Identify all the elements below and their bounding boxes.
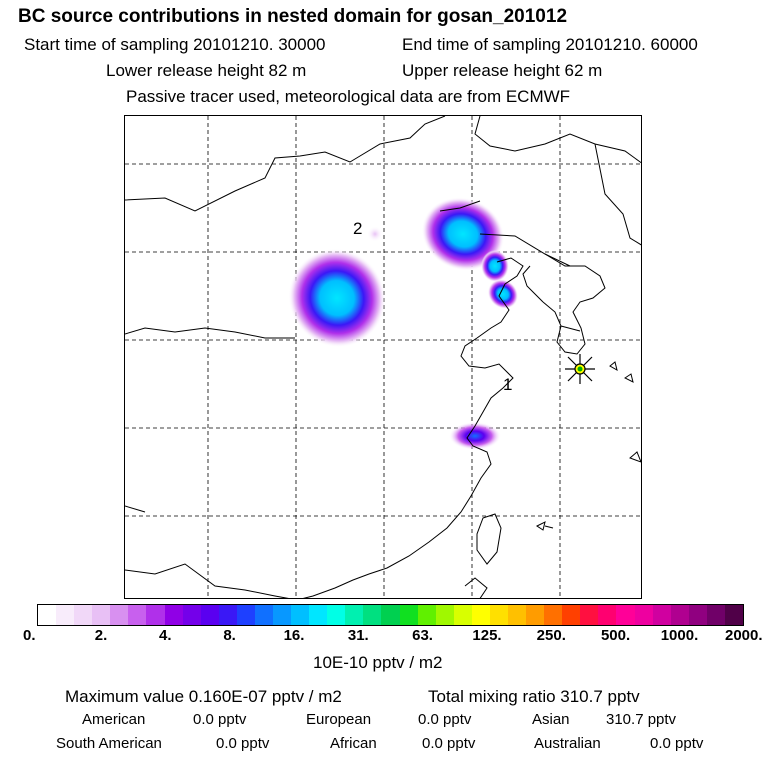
- colorbar-segment: [110, 605, 129, 625]
- colorbar-segment: [598, 605, 618, 625]
- african-label: African: [330, 735, 377, 752]
- colorbar-tick-label: 31.: [347, 627, 369, 644]
- map-label-source-2: 2: [353, 219, 362, 238]
- colorbar-segment: [128, 605, 147, 625]
- colorbar-segment: [345, 605, 364, 625]
- colorbar-segment: [327, 605, 346, 625]
- end-time-label: End time of sampling 20101210. 60000: [402, 35, 698, 54]
- colorbar-segment: [218, 605, 238, 625]
- american-value: 0.0 pptv: [193, 711, 247, 728]
- plume-faint-north: [367, 226, 383, 242]
- colorbar-segment: [74, 605, 93, 625]
- colorbar-segment: [399, 605, 419, 625]
- colorbar-segment: [200, 605, 220, 625]
- start-time-label: Start time of sampling 20101210. 30000: [24, 35, 326, 54]
- colorbar-segment: [508, 605, 527, 625]
- plume-shanghai: [449, 422, 501, 450]
- colorbar-segment: [580, 605, 599, 625]
- tracer-label: Passive tracer used, meteorological data…: [126, 87, 571, 106]
- asian-value: 310.7 pptv: [606, 711, 677, 728]
- colorbar-segment: [688, 605, 708, 625]
- asian-label: Asian: [532, 711, 570, 728]
- colorbar-tick-label: 2.: [94, 627, 108, 644]
- colorbar-segment: [526, 605, 546, 625]
- concentration-plumes: [288, 197, 519, 450]
- colorbar-segment: [616, 605, 636, 625]
- map-label-source-1: 1: [503, 375, 512, 394]
- colorbar-segment: [724, 605, 744, 625]
- colorbar-segment: [544, 605, 563, 625]
- colorbar-segment: [489, 605, 509, 625]
- colorbar-segment: [453, 605, 474, 625]
- colorbar-tick-label: 63.: [412, 627, 433, 644]
- colorbar-segment: [164, 605, 185, 625]
- upper-height-label: Upper release height 62 m: [402, 61, 603, 80]
- south-american-label: South American: [56, 735, 162, 752]
- colorbar: [37, 604, 744, 626]
- colorbar-unit: 10E-10 pptv / m2: [313, 653, 443, 672]
- colorbar-tick-label: 0.: [23, 627, 36, 644]
- plume-beijing: [421, 197, 505, 271]
- total-mixing-label: Total mixing ratio 310.7 pptv: [428, 687, 640, 706]
- colorbar-segment: [562, 605, 581, 625]
- chart-title: BC source contributions in nested domain…: [18, 6, 568, 27]
- colorbar-segment: [652, 605, 672, 625]
- colorbar-segment: [92, 605, 112, 625]
- colorbar-tick-label: 8.: [223, 627, 236, 644]
- european-value: 0.0 pptv: [418, 711, 472, 728]
- plume-bohai: [487, 279, 519, 309]
- colorbar-segment: [381, 605, 402, 625]
- colorbar-segment: [706, 605, 726, 625]
- colorbar-tick-label: 125.: [472, 627, 502, 644]
- colorbar-segment: [471, 605, 491, 625]
- colorbar-segment: [670, 605, 691, 625]
- american-label: American: [82, 711, 146, 728]
- colorbar-segment: [146, 605, 166, 625]
- map-panel: 2 1: [124, 115, 642, 599]
- australian-label: Australian: [534, 735, 601, 752]
- colorbar-segment: [309, 605, 329, 625]
- plume-tianjin: [481, 250, 509, 282]
- australian-value: 0.0 pptv: [650, 735, 704, 752]
- colorbar-segment: [273, 605, 292, 625]
- colorbar-segment: [236, 605, 257, 625]
- colorbar-tick-label: 250.: [536, 627, 566, 644]
- colorbar-segment: [56, 605, 75, 625]
- colorbar-tick-label: 2000.: [725, 627, 763, 644]
- colorbar-tick-label: 4.: [159, 627, 172, 644]
- colorbar-segment: [634, 605, 654, 625]
- lower-height-label: Lower release height 82 m: [106, 61, 307, 80]
- plume-west: [288, 248, 386, 348]
- colorbar-segment: [182, 605, 202, 625]
- colorbar-segment: [363, 605, 382, 625]
- colorbar-segment: [254, 605, 274, 625]
- colorbar-segment: [38, 605, 57, 625]
- max-value-label: Maximum value 0.160E-07 pptv / m2: [65, 687, 342, 706]
- receptor-marker: [565, 354, 595, 384]
- colorbar-tick-label: 1000.: [660, 627, 699, 644]
- colorbar-tick-label: 16.: [283, 627, 305, 644]
- colorbar-segment: [435, 605, 455, 625]
- colorbar-segment: [417, 605, 437, 625]
- colorbar-segment: [291, 605, 310, 625]
- map-svg: 2 1: [125, 116, 641, 598]
- coastlines: [125, 116, 641, 598]
- colorbar-tick-label: 500.: [600, 627, 631, 644]
- south-american-value: 0.0 pptv: [216, 735, 270, 752]
- european-label: European: [306, 711, 372, 728]
- african-value: 0.0 pptv: [422, 735, 476, 752]
- map-grid: [125, 116, 641, 598]
